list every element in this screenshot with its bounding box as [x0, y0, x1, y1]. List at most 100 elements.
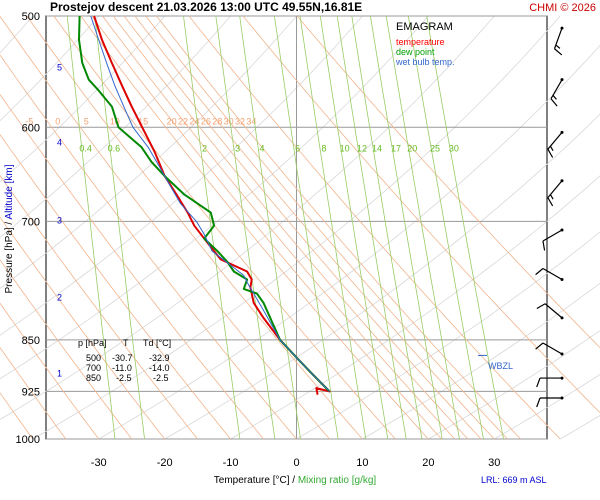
skew-grid-line	[0, 15, 231, 238]
skew-grid-line	[98, 44, 600, 440]
mixing-ratio-line	[336, 15, 407, 440]
wbzl-label: WBZL	[488, 361, 513, 371]
x-tick-label: 20	[422, 457, 434, 469]
series-line-dew-point	[78, 15, 331, 393]
mixing-ratio-label: 20	[407, 143, 417, 153]
y-axis-label-pressure: Pressure [hPa]	[4, 227, 15, 293]
x-axis-label-mixing: Mixing ratio [g/kg]	[298, 475, 377, 486]
dry-adiabat-line	[145, 15, 508, 440]
mixing-ratio-line	[385, 15, 460, 440]
mixing-ratio-label: 6	[295, 143, 300, 153]
altitude-tick-label: 5	[57, 62, 62, 72]
dry-adiabat-line	[102, 15, 455, 440]
dry-adiabat-line	[0, 302, 100, 440]
mixing-ratio-label: 17	[391, 143, 401, 153]
dry-adiabat-line	[0, 134, 231, 440]
x-tick-label: 30	[488, 457, 500, 469]
dry-adiabat-label: 34	[246, 116, 256, 126]
dry-adiabat-line	[188, 15, 561, 440]
dry-adiabat-label: 28	[212, 116, 222, 126]
wind-barb	[553, 26, 564, 56]
mixing-ratio-line	[215, 15, 276, 440]
dry-adiabat-line	[26, 15, 363, 440]
mixing-ratio-line	[183, 15, 241, 440]
dry-adiabat-label: 20	[167, 116, 177, 126]
mixing-ratio-line	[274, 15, 339, 440]
skew-grid-line	[230, 175, 600, 440]
x-axis-label-temperature: Temperature [°C]	[214, 475, 290, 486]
y-axis-label-separator: /	[4, 222, 15, 225]
pressure-tick-label: 1000	[16, 434, 40, 446]
mixing-ratio-label: 2	[202, 143, 207, 153]
legend-title: EMAGRAM	[396, 21, 453, 33]
table-header-p: p [hPa]	[78, 338, 107, 348]
mixing-ratio-label: 0.6	[108, 143, 121, 153]
dry-adiabat-label: 5	[84, 116, 89, 126]
chart-header-title: Prostejov descent 21.03.2026 13:00 UTC 4…	[50, 0, 362, 14]
dry-adiabat-line	[0, 347, 67, 440]
altitude-tick-label: 2	[57, 293, 62, 303]
pressure-tick-label: 500	[22, 11, 40, 23]
legend-temperature: temperature	[396, 37, 445, 47]
profile-series	[78, 15, 487, 395]
dry-adiabat-label: 30	[224, 116, 234, 126]
wind-barb	[536, 396, 564, 408]
mixing-ratio-label: 12	[357, 143, 367, 153]
pressure-tick-label: 600	[22, 122, 40, 134]
altitude-tick-label: 4	[57, 137, 62, 147]
mixing-ratio-line	[319, 15, 389, 440]
skew-grid-line	[0, 15, 166, 183]
table-cell: 850	[86, 373, 101, 383]
x-tick-label: -10	[223, 457, 239, 469]
dry-adiabat-line	[0, 216, 166, 440]
legend-dew-point: dew point	[396, 47, 435, 57]
table-cell: 500	[86, 353, 101, 363]
mixing-ratio-line	[94, 15, 145, 440]
dry-adiabat-label: 15	[138, 116, 148, 126]
table-cell: -2.5	[116, 373, 132, 383]
wind-barb	[535, 342, 564, 356]
pressure-tick-label: 925	[22, 386, 40, 398]
dry-adiabat-line	[112, 15, 469, 440]
dry-adiabat-line	[80, 15, 429, 440]
pressure-tick-label: 700	[22, 216, 40, 228]
x-axis-label: Temperature [°C] / Mixing ratio [g/kg]	[214, 475, 377, 486]
mixing-ratio-label: 14	[372, 143, 382, 153]
dry-adiabat-line	[134, 15, 495, 440]
mixing-ratio-line	[66, 15, 116, 440]
skew-grid-line	[0, 15, 429, 380]
mixing-ratio-lines: 0.4 0.6 2 3 4 6 8 10 12 14 17 20 25 30	[66, 15, 504, 440]
mixing-ratio-label: 30	[449, 143, 459, 153]
dry-adiabat-line	[156, 15, 521, 440]
x-tick-label: -20	[157, 457, 173, 469]
mixing-ratio-line	[239, 15, 301, 440]
skew-grid-line	[559, 415, 600, 440]
wind-barbs	[535, 26, 564, 408]
mixing-ratio-line	[426, 15, 504, 440]
y-axis-label-altitude: Altitude [km]	[4, 164, 15, 219]
y-axis-label: Pressure [hPa] / Altitude [km]	[4, 164, 15, 293]
legend-wet-bulb: wet bulb temp.	[395, 57, 455, 67]
wind-barb	[547, 130, 564, 158]
x-tick-label: -30	[91, 457, 107, 469]
svg-text:Pressure [hPa] / Altitude [km]: Pressure [hPa] / Altitude [km]	[4, 164, 15, 293]
dry-adiabat-line	[53, 15, 396, 440]
mixing-ratio-label: 25	[430, 143, 440, 153]
dry-adiabat-label: 26	[201, 116, 211, 126]
data-table: p [hPa] T Td [°C] 500 -30.7 -32.9 700 -1…	[78, 338, 171, 383]
x-tick-label: 10	[356, 457, 368, 469]
dry-adiabat-line	[0, 174, 198, 440]
table-header-td: Td [°C]	[143, 338, 171, 348]
table-cell: -32.9	[149, 353, 170, 363]
dry-adiabat-line	[91, 15, 442, 440]
wind-barb	[535, 267, 564, 281]
dry-adiabat-line	[0, 15, 330, 440]
mixing-ratio-label: 4	[260, 143, 265, 153]
wind-barb	[536, 376, 564, 388]
x-tick-label: 0	[293, 457, 299, 469]
skew-grid-line	[494, 374, 600, 440]
dry-adiabat-label: 22	[178, 116, 188, 126]
skew-grid-line	[0, 15, 363, 336]
